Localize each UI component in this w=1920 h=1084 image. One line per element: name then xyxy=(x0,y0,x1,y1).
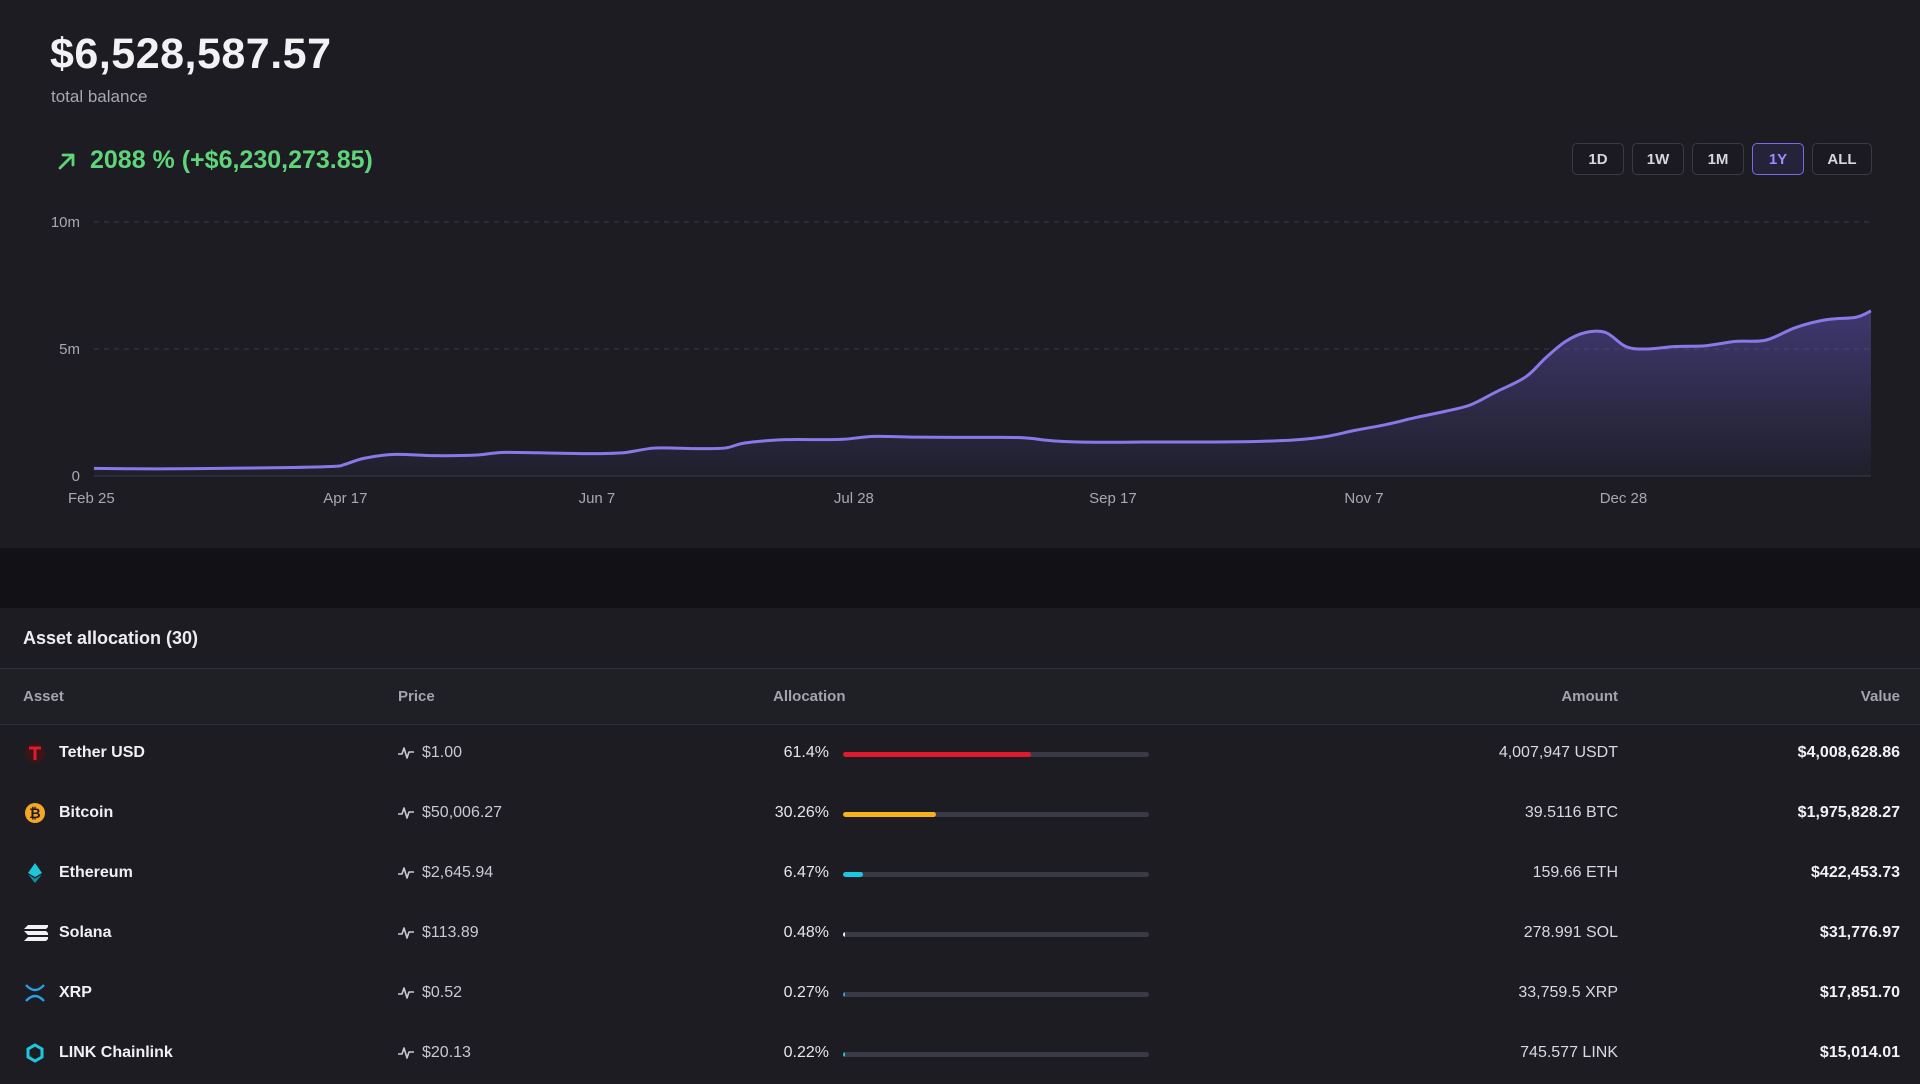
asset-name: XRP xyxy=(59,984,92,1001)
asset-amount: 159.66 ETH xyxy=(1532,864,1618,881)
x-tick-label: Apr 17 xyxy=(323,490,367,507)
asset-price: $0.52 xyxy=(398,984,462,1002)
portfolio-overview: $6,528,587.57 total balance 2088 % (+$6,… xyxy=(0,30,1920,520)
price-trend-icon xyxy=(398,927,414,939)
asset-allocation-title: Asset allocation (30) xyxy=(23,628,199,648)
asset-price: $50,006.27 xyxy=(398,804,502,822)
allocation-bar xyxy=(843,872,1149,877)
time-range-selector: 1D 1W 1M 1Y ALL xyxy=(1572,143,1872,175)
asset-price-value: $0.52 xyxy=(422,984,463,1001)
table-row[interactable]: Ethereum $2,645.94 6.47% 159.66 ETH $422,453… xyxy=(0,844,1920,904)
asset-value: $4,008,628.86 xyxy=(1797,744,1900,761)
price-trend-icon xyxy=(398,867,414,879)
asset-price: $20.13 xyxy=(398,1044,471,1062)
x-tick-label: Feb 25 xyxy=(68,490,115,507)
balance-change-text: 2088 % (+$6,230,273.85) xyxy=(90,146,373,174)
asset-name: Bitcoin xyxy=(59,804,114,821)
x-tick-label: Jun 7 xyxy=(579,490,616,507)
y-tick-label: 10m xyxy=(51,214,80,231)
allocation-percent: 30.26% xyxy=(774,804,829,821)
range-1y-button[interactable]: 1Y xyxy=(1752,143,1804,175)
section-divider xyxy=(0,548,1920,608)
table-row[interactable]: Solana $113.89 0.48% 278.991 SOL $31,776.97 xyxy=(0,904,1920,964)
asset-value: $15,014.01 xyxy=(1819,1044,1900,1061)
asset-name: Tether USD xyxy=(59,744,145,761)
table-row[interactable]: ₿ Bitcoin $50,006.27 30.26% 39.5116 BTC $1,97… xyxy=(0,784,1920,844)
asset-allocation-panel: Asset allocation (30) Asset Price Alloca… xyxy=(0,608,1920,1080)
range-1d-button[interactable]: 1D xyxy=(1572,143,1624,175)
allocation-bar-fill xyxy=(843,872,863,877)
asset-name: Ethereum xyxy=(59,864,133,881)
asset-name: Solana xyxy=(59,924,112,941)
balance-chart[interactable]: 10m 5m 0 Feb 25 Apr 17 Jun 7 Jul 28 Sep 17 Nov … xyxy=(0,200,1920,520)
asset-value: $422,453.73 xyxy=(1811,864,1900,881)
allocation-bar xyxy=(843,1052,1149,1057)
asset-price-value: $2,645.94 xyxy=(422,864,494,881)
asset-value: $17,851.70 xyxy=(1819,984,1900,1001)
allocation-percent: 61.4% xyxy=(783,744,829,761)
x-tick-label: Nov 7 xyxy=(1344,490,1383,507)
asset-price-value: $50,006.27 xyxy=(422,804,503,821)
allocation-bar-fill xyxy=(843,812,936,817)
table-row[interactable]: XRP $0.52 0.27% 33,759.5 XRP $17,851.70 xyxy=(0,964,1920,1024)
allocation-percent: 0.22% xyxy=(783,1044,829,1061)
asset-name: LINK Chainlink xyxy=(59,1044,173,1061)
range-1m-button[interactable]: 1M xyxy=(1692,143,1744,175)
y-tick-label: 5m xyxy=(59,341,80,358)
price-trend-icon xyxy=(398,987,414,999)
asset-value: $31,776.97 xyxy=(1819,924,1900,941)
column-amount[interactable]: Amount xyxy=(1561,688,1618,705)
range-all-button[interactable]: ALL xyxy=(1812,143,1872,175)
asset-price: $113.89 xyxy=(398,924,479,942)
allocation-percent: 6.47% xyxy=(783,864,829,881)
table-header: Asset Price Allocation Amount Value xyxy=(0,668,1920,725)
allocation-bar-fill xyxy=(843,1052,846,1057)
column-price[interactable]: Price xyxy=(398,688,435,705)
table-row[interactable]: Tether USD $1.00 61.4% 4,007,947 USDT $4,008… xyxy=(0,724,1920,784)
balance-line xyxy=(93,309,1872,471)
allocation-bar xyxy=(843,992,1149,997)
x-tick-label: Jul 28 xyxy=(834,490,874,507)
allocation-bar-fill xyxy=(843,992,846,997)
asset-price: $1.00 xyxy=(398,744,462,762)
price-trend-icon xyxy=(398,747,414,759)
allocation-bar xyxy=(843,932,1149,937)
allocation-percent: 0.27% xyxy=(783,984,829,1001)
allocation-bar-fill xyxy=(843,932,846,937)
arrow-up-right-icon xyxy=(58,153,75,169)
asset-price-value: $113.89 xyxy=(422,924,479,941)
allocation-bar-fill xyxy=(843,752,1031,757)
range-1w-button[interactable]: 1W xyxy=(1632,143,1684,175)
total-balance-value: $6,528,587.57 xyxy=(50,30,332,78)
allocation-bar xyxy=(843,752,1149,757)
y-tick-label: 0 xyxy=(72,468,80,485)
x-tick-label: Dec 28 xyxy=(1600,490,1648,507)
asset-amount: 745.577 LINK xyxy=(1520,1044,1618,1061)
asset-rows: Tether USD $1.00 61.4% 4,007,947 USDT $4,008… xyxy=(0,724,1920,1084)
allocation-percent: 0.48% xyxy=(783,924,829,941)
price-trend-icon xyxy=(398,807,414,819)
balance-area xyxy=(94,310,1871,476)
balance-change: 2088 % (+$6,230,273.85) xyxy=(56,146,373,175)
column-allocation[interactable]: Allocation xyxy=(773,688,846,705)
asset-amount: 39.5116 BTC xyxy=(1524,804,1618,821)
table-row[interactable]: LINK Chainlink $20.13 0.22% 745.577 LINK $15… xyxy=(0,1024,1920,1084)
asset-value: $1,975,828.27 xyxy=(1797,804,1900,821)
asset-amount: 4,007,947 USDT xyxy=(1498,744,1618,761)
total-balance-label: total balance xyxy=(51,87,148,106)
asset-amount: 33,759.5 XRP xyxy=(1518,984,1618,1001)
asset-price-value: $1.00 xyxy=(422,744,463,761)
column-value[interactable]: Value xyxy=(1860,688,1900,705)
asset-amount: 278.991 SOL xyxy=(1523,924,1618,941)
price-trend-icon xyxy=(398,1047,414,1059)
x-tick-label: Sep 17 xyxy=(1089,490,1137,507)
asset-price: $2,645.94 xyxy=(398,864,493,882)
column-asset[interactable]: Asset xyxy=(23,688,64,705)
allocation-bar xyxy=(843,812,1149,817)
svg-text:₿: ₿ xyxy=(29,805,40,821)
asset-price-value: $20.13 xyxy=(422,1044,471,1061)
